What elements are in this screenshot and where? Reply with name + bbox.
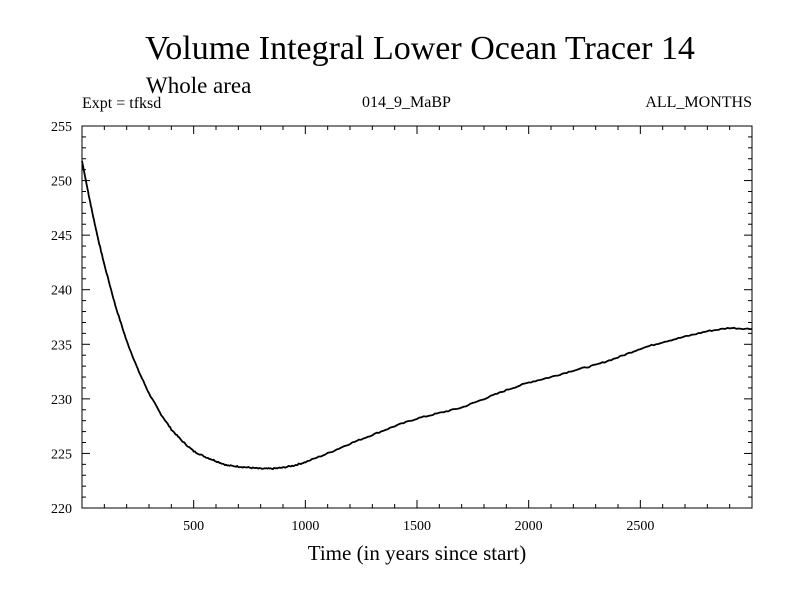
plot-frame: [81, 125, 753, 509]
y-tick-label: 245: [51, 229, 72, 244]
y-tick-label: 220: [51, 502, 72, 517]
y-tick-label: 235: [51, 338, 72, 353]
chart-subtitle: Whole area: [146, 73, 252, 98]
x-tick-label: 2000: [515, 519, 543, 534]
series-lines: [81, 160, 753, 471]
x-tick-label: 1500: [403, 519, 431, 534]
x-tick-label: 500: [183, 519, 204, 534]
y-tick-label: 225: [51, 447, 72, 462]
chart-title: Volume Integral Lower Ocean Tracer 14: [145, 30, 695, 67]
x-tick-label: 1000: [291, 519, 319, 534]
y-tick-label: 240: [51, 284, 72, 299]
x-tick-label: 2500: [626, 519, 654, 534]
y-tick-label: 255: [51, 120, 72, 135]
run-id-label: 014_9_MaBP: [362, 94, 451, 111]
tick-labels: 500 1000 1500 2000 2500 220 225 230 235 240 245 250…: [51, 120, 654, 534]
y-tick-label: 230: [51, 393, 72, 408]
series-line-tracer_14: [81, 160, 753, 471]
axis-ticks: [82, 126, 752, 508]
x-axis-label: Time (in years since start): [307, 541, 527, 565]
experiment-label: Expt = tfksd: [82, 95, 162, 112]
y-tick-label: 250: [51, 175, 72, 190]
period-label: ALL_MONTHS: [645, 94, 752, 111]
